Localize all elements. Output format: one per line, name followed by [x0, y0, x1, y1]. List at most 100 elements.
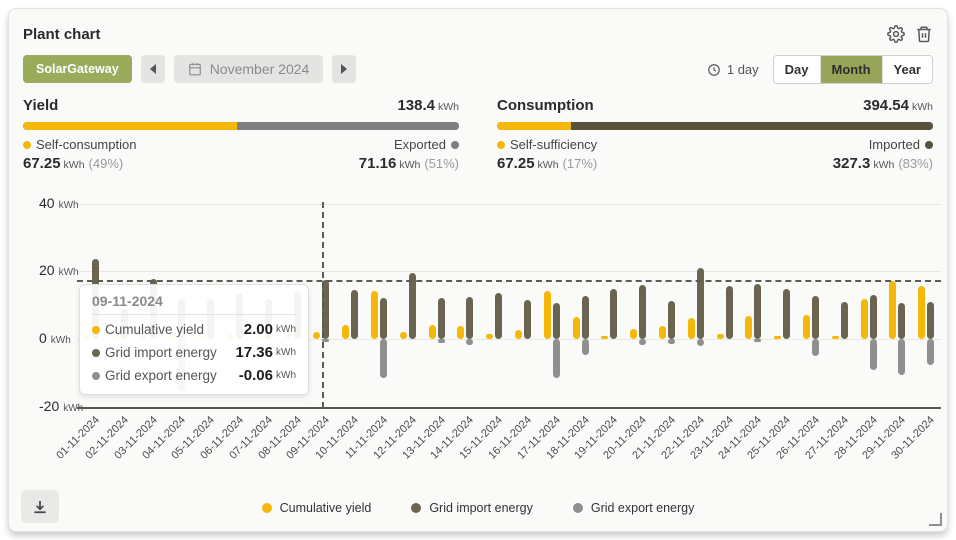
yield-bar[interactable] [486, 334, 493, 339]
import-bar[interactable] [438, 298, 445, 339]
series-dot-icon [92, 372, 100, 380]
chevron-left-icon [150, 64, 156, 74]
export-bar[interactable] [438, 339, 445, 343]
resize-handle-icon[interactable] [929, 513, 942, 526]
import-bar[interactable] [495, 293, 502, 339]
import-bar[interactable] [898, 303, 905, 339]
export-bar[interactable] [870, 339, 877, 370]
settings-gear-icon[interactable] [887, 25, 905, 43]
yield-bar[interactable] [429, 325, 436, 339]
import-bar[interactable] [351, 290, 358, 339]
widget-header: Plant chart [23, 23, 933, 47]
view-tab-day[interactable]: Day [774, 56, 820, 83]
yield-bar[interactable] [573, 317, 580, 339]
import-bar[interactable] [726, 286, 733, 339]
date-picker-button[interactable]: November 2024 [174, 55, 324, 83]
gateway-button[interactable]: SolarGateway [23, 55, 132, 83]
y-axis-tick: 40kWh [39, 195, 79, 213]
yield-bar[interactable] [457, 326, 464, 339]
yield-bar[interactable] [544, 291, 551, 339]
series-dot-icon [92, 349, 100, 357]
gridline [77, 407, 941, 409]
export-bar[interactable] [668, 339, 675, 344]
calendar-icon [188, 62, 202, 76]
import-bar[interactable] [668, 301, 675, 339]
imported-segment [571, 122, 933, 130]
import-bar[interactable] [610, 289, 617, 339]
export-bar[interactable] [380, 339, 387, 378]
import-bar[interactable] [812, 296, 819, 339]
export-bar[interactable] [697, 339, 704, 346]
import-bar[interactable] [553, 303, 560, 339]
import-bar[interactable] [783, 289, 790, 339]
export-bar[interactable] [639, 339, 646, 345]
export-bar[interactable] [898, 339, 905, 375]
yield-bar[interactable] [659, 326, 666, 339]
tooltip-row: Cumulative yield2.00kWh [92, 321, 296, 338]
yield-bar[interactable] [774, 336, 781, 339]
y-axis-tick: 0kWh [39, 330, 71, 348]
consumption-left-label: Self-sufficiency [497, 137, 597, 152]
yield-bar[interactable] [861, 299, 868, 339]
crosshair-vertical-line [322, 202, 324, 408]
import-bar[interactable] [697, 268, 704, 339]
yield-bar[interactable] [918, 286, 925, 339]
chart-legend: Cumulative yield Grid import energy Grid e… [9, 501, 947, 515]
crosshair-horizontal-line [77, 280, 941, 282]
export-bar[interactable] [466, 339, 473, 345]
yield-bar[interactable] [889, 281, 896, 339]
legend-item[interactable]: Cumulative yield [262, 501, 372, 515]
import-bar[interactable] [754, 284, 761, 339]
yield-bar[interactable] [745, 316, 752, 339]
page-title: Plant chart [23, 23, 933, 47]
yield-total: 138.4kWh [397, 97, 459, 114]
export-bar[interactable] [553, 339, 560, 378]
import-bar[interactable] [582, 296, 589, 339]
import-bar[interactable] [639, 285, 646, 339]
yield-bar[interactable] [601, 336, 608, 339]
export-bar[interactable] [812, 339, 819, 356]
consumption-summary: Consumption 394.54kWh Self-sufficiency I… [497, 97, 933, 169]
export-bar[interactable] [754, 339, 761, 342]
view-tab-year[interactable]: Year [882, 56, 932, 83]
yield-bar[interactable] [342, 325, 349, 339]
previous-period-button[interactable] [141, 55, 165, 83]
yield-bar[interactable] [832, 336, 839, 339]
delete-trash-icon[interactable] [915, 25, 933, 43]
bar-chart[interactable]: 40kWh20kWh0kWh-20kWh01-11-202402-11-2024… [9, 164, 947, 474]
self-sufficiency-segment [497, 122, 571, 130]
yield-bar[interactable] [400, 332, 407, 339]
imported-dot-icon [925, 141, 933, 149]
yield-bar[interactable] [371, 291, 378, 339]
yield-left-label: Self-consumption [23, 137, 136, 152]
import-bar[interactable] [841, 302, 848, 339]
view-switcher: DayMonthYear [773, 55, 933, 84]
legend-item[interactable]: Grid export energy [573, 501, 695, 515]
yield-bar[interactable] [803, 315, 810, 339]
legend-item[interactable]: Grid import energy [411, 501, 533, 515]
date-navigation: SolarGateway November 2024 [23, 55, 356, 83]
yield-split-bar [23, 122, 459, 130]
yield-exported-segment [237, 122, 459, 130]
export-bar[interactable] [927, 339, 934, 365]
export-bar[interactable] [582, 339, 589, 355]
yield-bar[interactable] [717, 334, 724, 339]
consumption-right-label: Imported [869, 137, 933, 152]
view-tab-month[interactable]: Month [820, 56, 882, 83]
import-bar[interactable] [466, 297, 473, 339]
next-period-button[interactable] [332, 55, 356, 83]
import-bar[interactable] [380, 298, 387, 339]
resolution-indicator: 1 day [707, 62, 759, 77]
import-bar[interactable] [927, 302, 934, 339]
header-actions [887, 25, 933, 43]
series-dot-icon [92, 326, 100, 334]
y-axis-tick: -20kWh [39, 398, 83, 416]
import-bar[interactable] [409, 273, 416, 339]
import-bar[interactable] [870, 295, 877, 339]
import-bar[interactable] [524, 300, 531, 339]
yield-bar[interactable] [688, 318, 695, 339]
yield-bar[interactable] [313, 332, 320, 339]
yield-bar[interactable] [630, 329, 637, 339]
yield-bar[interactable] [515, 330, 522, 339]
consumption-split-bar [497, 122, 933, 130]
